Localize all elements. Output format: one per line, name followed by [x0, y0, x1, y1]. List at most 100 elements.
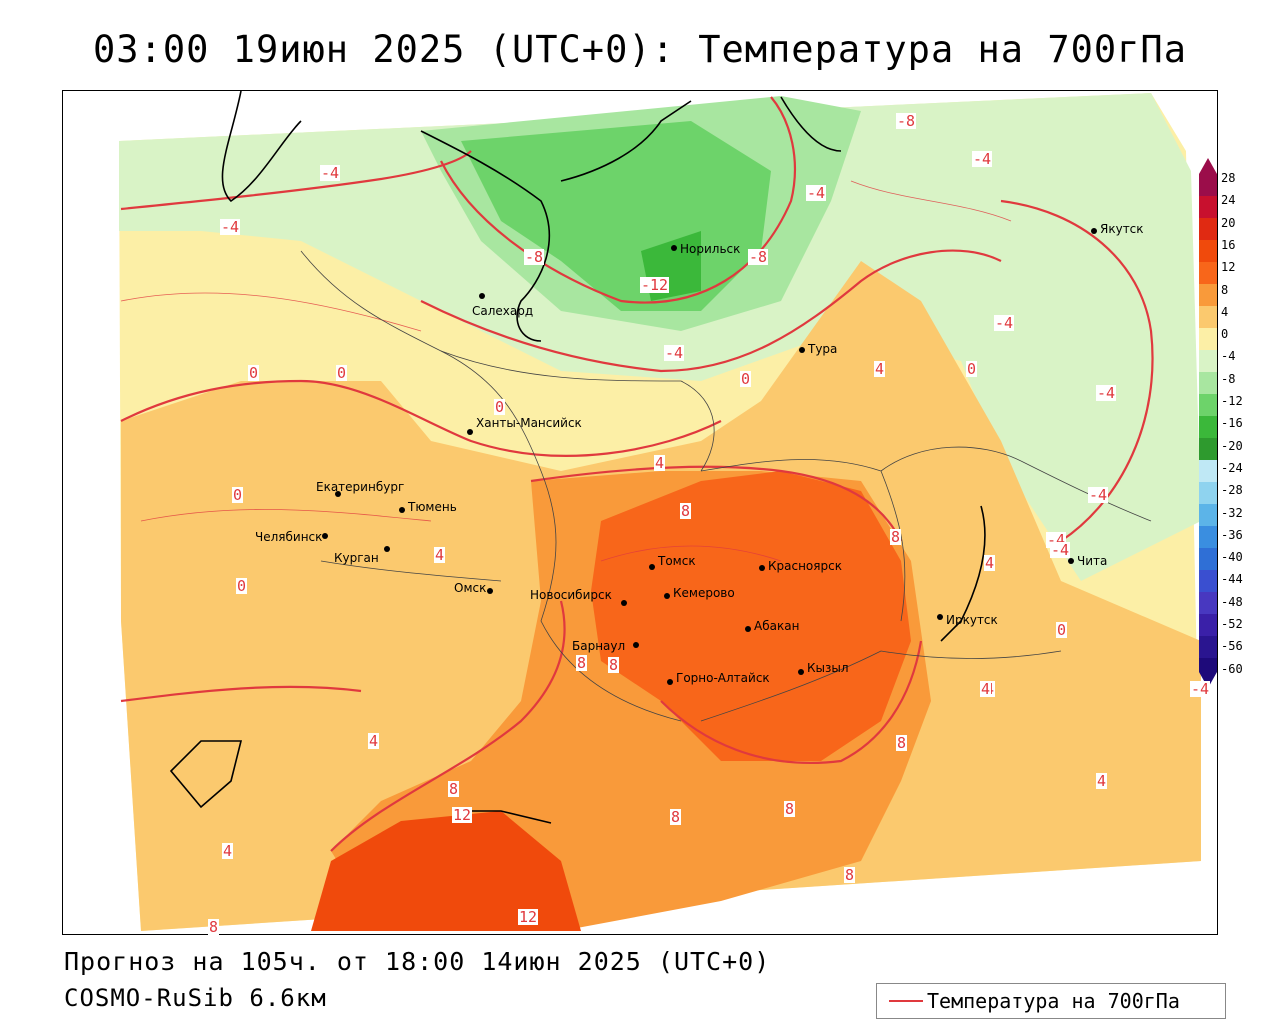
- isotherm-line-swatch: [889, 1000, 923, 1002]
- isotherm-value-label: 8: [608, 656, 620, 674]
- city-label: Горно-Алтайск: [676, 671, 770, 685]
- isotherm-value-label: 8: [680, 502, 692, 520]
- city-marker: [1068, 558, 1074, 564]
- isotherm-value-label: 0: [232, 486, 244, 504]
- line-legend: Температура на 700гПа: [876, 983, 1226, 1019]
- colorbar-label: 8: [1221, 282, 1229, 297]
- isotherm-value-label: 8: [784, 800, 796, 818]
- isotherm-value-label: 0: [336, 364, 348, 382]
- map-area[interactable]: [62, 90, 1218, 935]
- isotherm-value-label: 0: [494, 398, 506, 416]
- colorbar-label: 28: [1221, 171, 1236, 185]
- colorbar-label: -48: [1221, 594, 1243, 609]
- isotherm-value-label: -4: [806, 184, 827, 202]
- isotherm-value-label: -4: [1096, 384, 1117, 402]
- colorbar-label: -4: [1221, 349, 1236, 364]
- isotherm-value-label: 8: [890, 528, 902, 546]
- isotherm-value-label: 4: [984, 554, 996, 572]
- isotherm-value-label: 0: [248, 364, 260, 382]
- city-label: Барнаул: [572, 639, 626, 653]
- isotherm-value-label: -4: [1088, 486, 1109, 504]
- city-label: Челябинск: [255, 530, 323, 544]
- isotherm-value-label: -4: [1190, 680, 1211, 698]
- city-label: Салехард: [472, 304, 534, 318]
- city-marker: [621, 600, 627, 606]
- city-marker: [487, 588, 493, 594]
- colorbar-label: -56: [1221, 639, 1243, 654]
- city-marker: [671, 245, 677, 251]
- isotherm-value-label: 8: [670, 808, 682, 826]
- colorbar-label: -44: [1221, 572, 1243, 587]
- city-label: Томск: [658, 554, 696, 568]
- city-marker: [937, 614, 943, 620]
- colorbar-label: -40: [1221, 550, 1243, 565]
- colorbar-label: -28: [1221, 483, 1243, 498]
- isotherm-value-label: 4: [434, 546, 446, 564]
- isotherm-value-label: 8: [208, 918, 220, 936]
- line-legend-label: Температура на 700гПа: [927, 989, 1180, 1013]
- city-marker: [467, 429, 473, 435]
- city-label: Новосибирск: [530, 588, 612, 602]
- city-label: Норильск: [680, 242, 741, 256]
- city-marker: [335, 491, 341, 497]
- city-marker: [399, 507, 405, 513]
- colorbar-label: -16: [1221, 416, 1243, 431]
- city-marker: [798, 669, 804, 675]
- isotherm-value-label: -8: [748, 248, 769, 266]
- isotherm-value-label: -4: [664, 344, 685, 362]
- city-label: Кемерово: [673, 586, 735, 600]
- colorbar-label: -8: [1221, 371, 1236, 386]
- isotherm-value-label: 4: [1096, 772, 1108, 790]
- city-label: Якутск: [1100, 222, 1144, 236]
- forecast-info: Прогноз на 105ч. от 18:00 14июн 2025 (UT…: [64, 947, 771, 976]
- colorbar-label: 0: [1221, 327, 1229, 342]
- model-name: COSMO-RuSib 6.6км: [64, 984, 327, 1012]
- isotherm-value-label: 8: [448, 780, 460, 798]
- colorbar-label: -12: [1221, 394, 1243, 408]
- isotherm-value-label: -4: [1050, 541, 1071, 559]
- city-label: Курган: [334, 551, 379, 565]
- city-label: Екатеринбург: [316, 480, 405, 494]
- colorbar-label: 12: [1221, 260, 1236, 275]
- isotherm-value-label: 4: [368, 732, 380, 750]
- isotherm-value-label: 12: [518, 908, 539, 926]
- colorbar-label: 24: [1221, 193, 1236, 208]
- isotherm-value-label: 8: [844, 866, 856, 884]
- isotherm-value-label: -4: [972, 150, 993, 168]
- colorbar-label: -20: [1221, 438, 1243, 453]
- isotherm-value-label: -8: [524, 248, 545, 266]
- isotherm-value-label: -12: [640, 276, 670, 294]
- isotherm-value-label: 0: [236, 577, 248, 595]
- isotherm-value-label: 12: [452, 806, 473, 824]
- colorbar-label: 16: [1221, 237, 1236, 252]
- city-label: Ханты-Мансийск: [476, 416, 582, 430]
- city-label: Тура: [808, 342, 838, 356]
- isotherm-value-label: 4: [222, 842, 234, 860]
- city-label: Чита: [1077, 554, 1108, 568]
- temperature-field: [119, 91, 1201, 931]
- isotherm-value-label: 4: [980, 680, 992, 698]
- city-marker: [633, 642, 639, 648]
- colorbar-label: -36: [1221, 527, 1243, 542]
- city-marker: [479, 293, 485, 299]
- isotherm-value-label: -4: [220, 218, 241, 236]
- isotherm-value-label: -4: [994, 314, 1015, 332]
- isotherm-value-label: 0: [1056, 621, 1068, 639]
- colorbar-label: 20: [1221, 215, 1236, 230]
- city-marker: [649, 564, 655, 570]
- colorbar: [1199, 158, 1217, 688]
- isotherm-value-label: 4: [654, 454, 666, 472]
- isotherm-value-label: -8: [896, 112, 917, 130]
- isotherm-value-label: 8: [576, 654, 588, 672]
- city-marker: [384, 546, 390, 552]
- city-label: Омск: [454, 581, 487, 595]
- city-label: Иркутск: [946, 613, 998, 627]
- isotherm-value-label: -4: [320, 164, 341, 182]
- city-marker: [745, 626, 751, 632]
- city-label: Кызыл: [807, 661, 849, 675]
- city-label: Красноярск: [768, 559, 842, 573]
- isotherm-value-label: 4: [874, 360, 886, 378]
- colorbar-label: 4: [1221, 304, 1229, 319]
- isotherm-value-label: 0: [740, 370, 752, 388]
- map-title: 03:00 19июн 2025 (UTC+0): Температура на…: [93, 28, 1187, 71]
